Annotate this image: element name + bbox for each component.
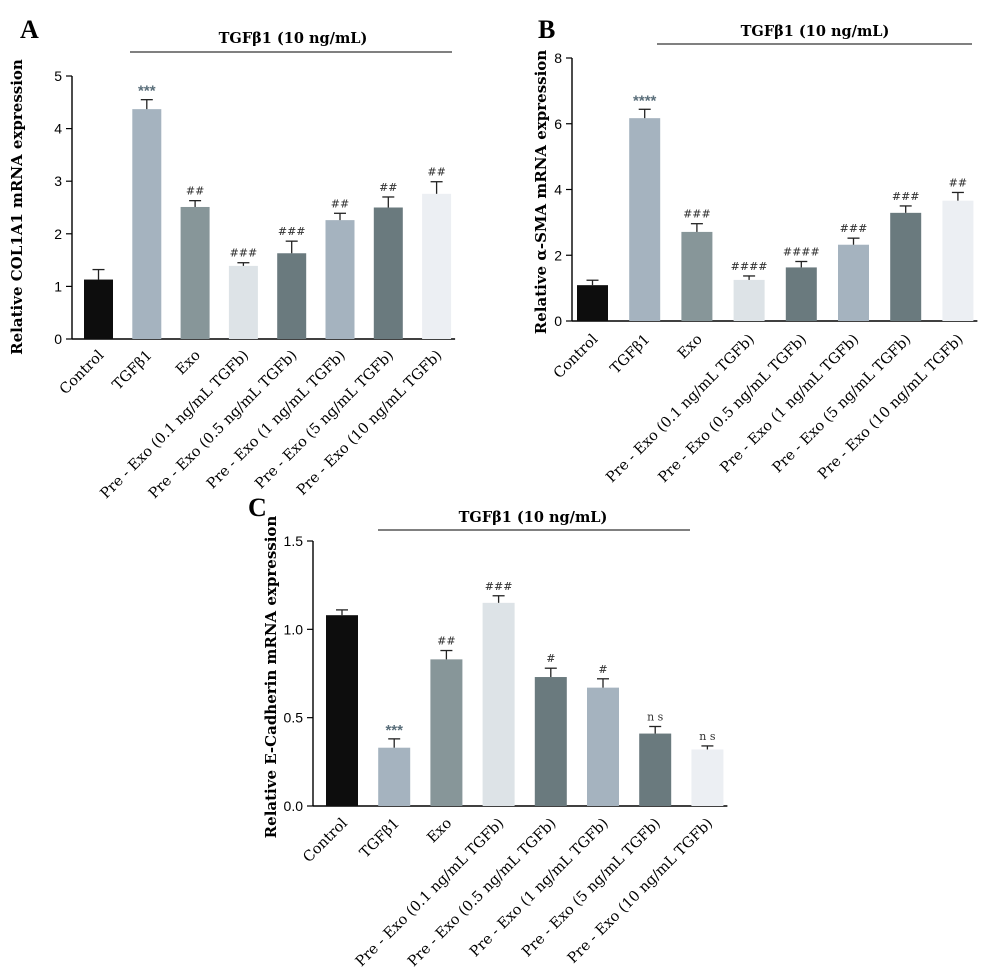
y-tick-label: 5	[54, 68, 62, 84]
significance-label: ###	[683, 208, 711, 221]
bar-2	[430, 659, 463, 806]
significance-label: n s	[699, 730, 716, 743]
bar-7	[422, 193, 452, 339]
bar-6	[890, 212, 922, 321]
bar-1	[132, 109, 162, 339]
bar-2	[180, 206, 210, 339]
bar-1	[629, 118, 661, 321]
category-label: Exo	[173, 348, 204, 379]
category-label: Control	[57, 347, 108, 398]
bar-3	[482, 602, 515, 806]
category-label: Exo	[424, 816, 455, 847]
y-tick-label: 0.0	[284, 798, 304, 814]
significance-label: ##	[949, 176, 967, 189]
significance-label: ##	[331, 197, 349, 210]
significance-label: ####	[731, 260, 768, 273]
y-tick-label: 4	[554, 182, 562, 198]
bar-4	[534, 677, 567, 806]
bar-4	[785, 267, 817, 321]
y-tick-label: 4	[54, 121, 62, 137]
significance-label: ***	[138, 83, 156, 100]
panel-letter: B	[538, 15, 555, 44]
bar-0	[84, 279, 113, 339]
significance-label: #	[546, 652, 555, 665]
y-tick-label: 2	[554, 247, 562, 263]
y-tick-label: 1.0	[284, 621, 304, 637]
y-tick-label: 3	[54, 173, 62, 189]
y-tick-label: 2	[54, 226, 62, 242]
y-tick-label: 1	[54, 278, 62, 294]
bar-5	[325, 220, 355, 339]
panel-a: A TGFβ1 (10 ng/mL) 0 1 2 3 4 5 Relative COL1A1 m…	[8, 15, 456, 502]
y-tick-label: 1.5	[284, 533, 304, 549]
treatment-bracket-label: TGFβ1 (10 ng/mL)	[459, 509, 608, 526]
significance-label: ##	[186, 185, 204, 198]
significance-label: ***	[385, 722, 403, 739]
significance-label: ###	[840, 222, 868, 235]
significance-label: ****	[633, 92, 657, 109]
significance-label: ###	[892, 190, 920, 203]
treatment-bracket-label: TGFβ1 (10 ng/mL)	[219, 30, 368, 47]
bar-5	[838, 244, 869, 321]
significance-label: n s	[647, 711, 664, 724]
treatment-bracket-label: TGFβ1 (10 ng/mL)	[741, 23, 890, 40]
bar-7	[942, 200, 974, 321]
significance-label: #	[598, 663, 607, 676]
bar-3	[733, 279, 765, 321]
y-tick-label: 0	[54, 331, 62, 347]
bar-5	[587, 687, 619, 806]
category-label: Control	[551, 331, 602, 382]
category-label: Exo	[675, 332, 706, 363]
category-label: TGFβ1	[357, 816, 403, 862]
panel-letter: C	[248, 493, 267, 522]
bar-2	[681, 231, 713, 321]
category-label: Control	[300, 815, 351, 866]
bar-6	[373, 207, 403, 339]
category-label: TGFβ1	[110, 348, 156, 394]
significance-label: ##	[379, 181, 397, 194]
y-tick-label: 0.5	[284, 710, 304, 726]
y-tick-label: 0	[554, 313, 562, 329]
bar-1	[378, 747, 411, 806]
significance-label: ###	[485, 580, 513, 593]
panel-letter: A	[20, 15, 39, 44]
bar-3	[228, 265, 258, 339]
y-tick-label: 6	[554, 116, 562, 132]
bar-0	[577, 285, 608, 321]
y-axis-label: Relative E-Cadherin mRNA expression	[262, 516, 280, 839]
significance-label: ##	[437, 635, 455, 648]
significance-label: ####	[783, 245, 820, 258]
bar-6	[639, 733, 672, 806]
significance-label: ##	[427, 166, 445, 179]
y-axis-label: Relative COL1A1 mRNA expression	[8, 59, 26, 355]
bar-0	[326, 615, 358, 806]
significance-label: ###	[278, 225, 306, 238]
bar-4	[277, 253, 307, 339]
y-tick-label: 8	[554, 50, 562, 66]
bar-7	[691, 749, 724, 806]
significance-label: ###	[230, 247, 258, 260]
category-label: TGFβ1	[608, 332, 654, 378]
y-axis-label: Relative α-SMA mRNA expression	[532, 50, 550, 335]
